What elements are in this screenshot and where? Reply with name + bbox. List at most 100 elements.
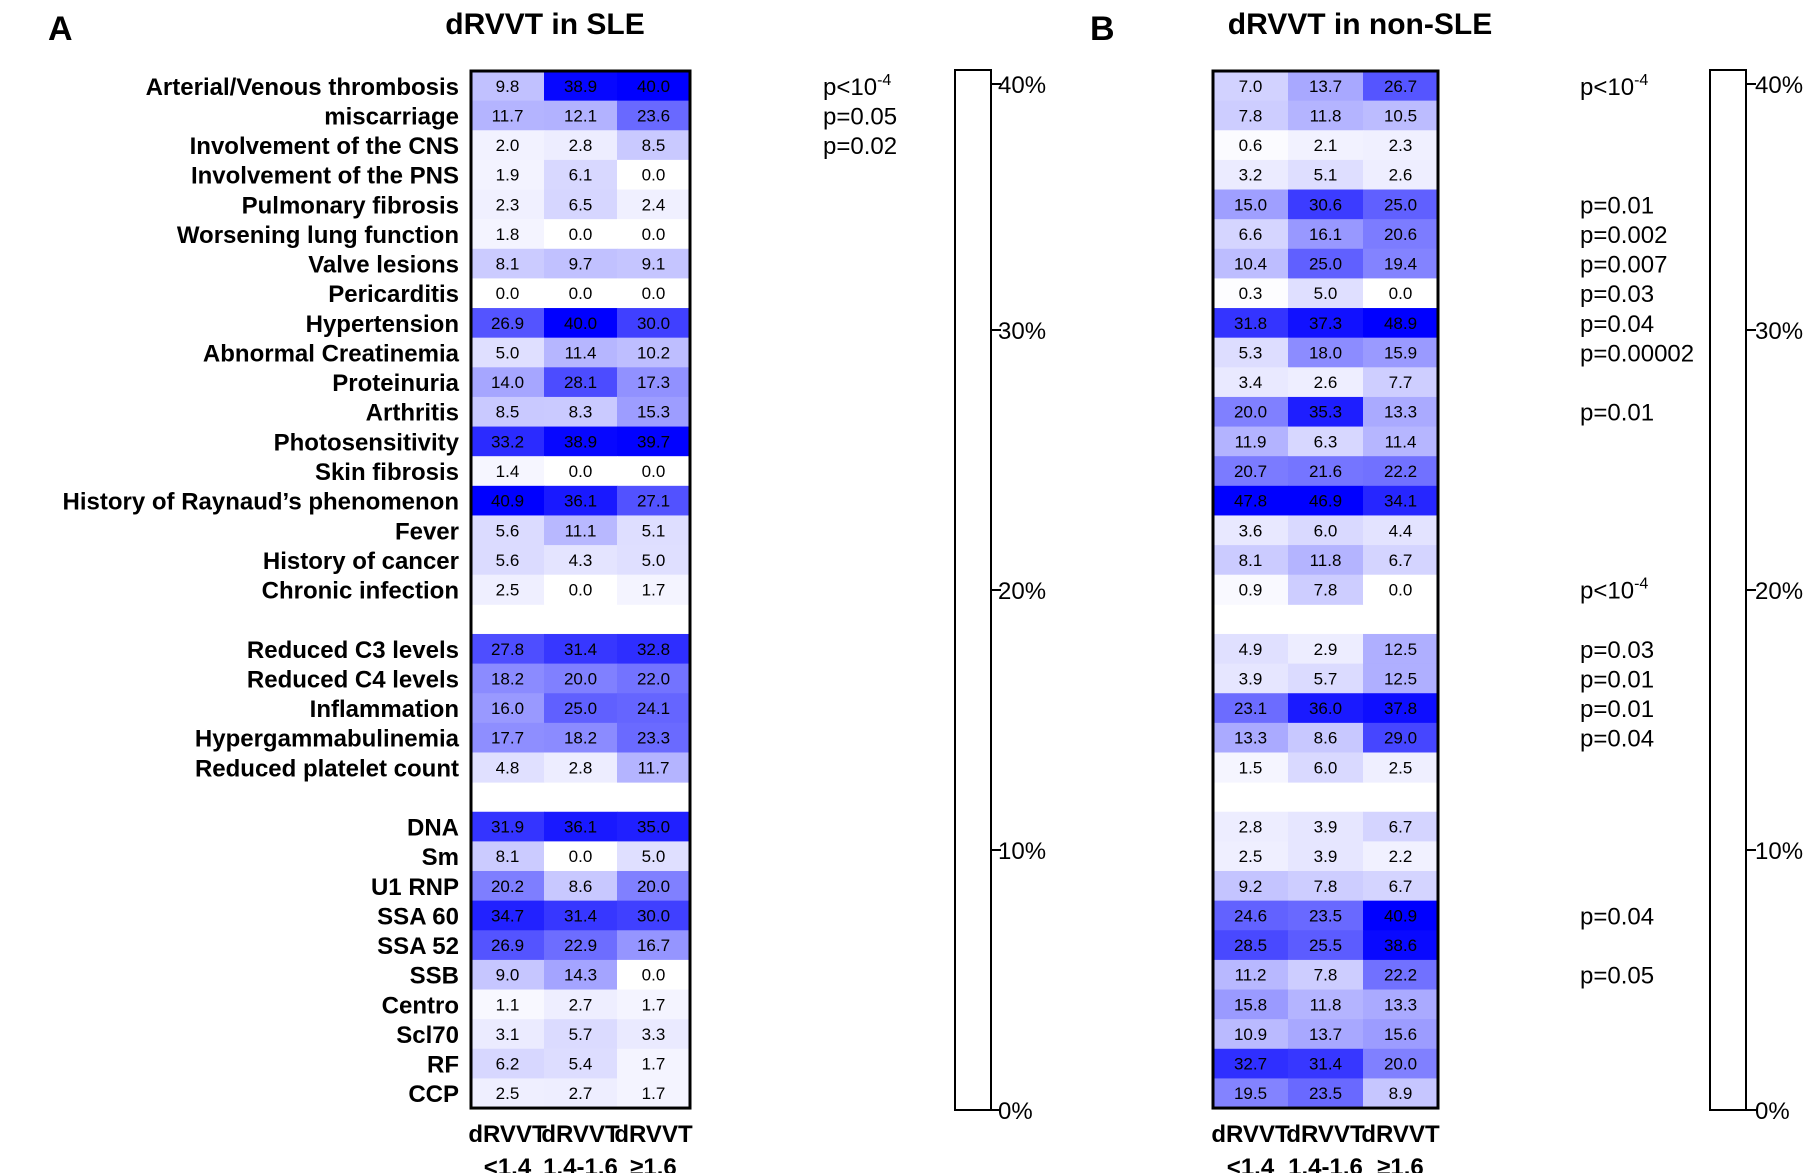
heatmap-cell [1363,722,1439,753]
heatmap-cell [1363,100,1439,131]
p-value: p<10-4 [823,72,891,101]
heatmap-cell [1363,752,1439,783]
cell-value: 2.6 [1389,166,1413,185]
p-value: p=0.03 [1580,281,1654,308]
row-label: Reduced platelet count [195,755,459,782]
heatmap-cell [617,159,691,191]
cell-value: 34.7 [491,906,524,925]
cell-value: 2.5 [1239,847,1263,866]
heatmap-cell [617,71,691,102]
colorbar-label: 40% [998,72,1046,99]
heatmap-cell [544,159,618,191]
cell-value: 30.0 [637,314,670,333]
p-value-text: p=0.01 [1580,192,1654,219]
cell-value: 11.1 [565,521,597,540]
cell-value: 0.0 [496,284,520,303]
heatmap-cell [544,219,618,250]
heatmap-cell [544,959,618,991]
p-value: p=0.02 [823,133,897,160]
heatmap-cell [1288,396,1364,428]
row-label: Chronic infection [262,578,459,605]
cell-value: 26.7 [1384,77,1417,96]
p-value: p=0.05 [1580,963,1654,990]
heatmap-cell [1363,515,1439,546]
cell-value: 7.0 [1239,77,1263,96]
heatmap-cell [1288,841,1364,872]
heatmap-cell [617,515,691,546]
cell-value: 0.0 [569,225,593,244]
heatmap-cell [1213,693,1289,724]
p-value-text: p=0.04 [1580,903,1654,930]
heatmap-cell [1288,189,1364,220]
cell-value: 1.7 [642,1084,666,1103]
p-value: p=0.007 [1580,252,1667,279]
p-value: p=0.04 [1580,903,1654,930]
heatmap-cell [1363,545,1439,576]
heatmap-cell [617,871,691,902]
heatmap-cell [544,456,618,487]
cell-value: 29.0 [1384,729,1417,748]
heatmap-cell [1288,485,1364,516]
cell-value: 31.9 [491,818,524,837]
heatmap-cell [1288,693,1364,724]
cell-value: 15.6 [1384,1025,1417,1044]
heatmap-cell [1363,456,1439,487]
cell-value: 5.6 [496,521,520,540]
heatmap-cell [544,1019,618,1050]
row-label: Abnormal Creatinemia [203,340,460,367]
cell-value: 6.7 [1389,877,1413,896]
cell-value: 48.9 [1384,314,1417,333]
cell-value: 8.5 [642,136,666,155]
heatmap-cell [471,989,545,1020]
p-value-text: p=0.05 [823,103,897,130]
row-label: Valve lesions [308,252,459,279]
p-value: p=0.01 [1580,696,1654,723]
heatmap-cell [1213,752,1289,783]
cell-value: 1.7 [642,581,666,600]
cell-value: 13.3 [1234,729,1267,748]
cell-value: 32.8 [637,640,670,659]
cell-value: 5.7 [1314,669,1338,688]
cell-value: 1.7 [642,995,666,1014]
cell-value: 5.0 [1314,284,1338,303]
cell-value: 0.0 [642,284,666,303]
cell-value: 0.0 [642,225,666,244]
heatmap-cell [1363,159,1439,191]
heatmap-cell [544,130,618,161]
heatmap-cell [1288,633,1364,665]
heatmap-cell [617,130,691,161]
cell-value: 25.5 [1309,936,1342,955]
heatmap-cell [1288,900,1364,931]
p-value: p=0.00002 [1580,340,1694,367]
cell-value: 16.0 [491,699,524,718]
heatmap-cell [1213,219,1289,250]
row-label: Arterial/Venous thrombosis [146,74,459,101]
heatmap-cell [544,722,618,753]
cell-value: 10.2 [637,343,670,362]
row-label: Skin fibrosis [315,459,459,486]
heatmap-cell [471,663,545,694]
heatmap-cell [1288,278,1364,309]
cell-value: 11.4 [565,343,597,362]
cell-value: 23.6 [637,106,670,125]
cell-value: 28.5 [1234,936,1267,955]
cell-value: 1.8 [496,225,520,244]
cell-value: 9.8 [496,77,520,96]
cell-value: 31.4 [564,640,597,659]
heatmap-cell [544,308,618,339]
heatmap-cell [544,278,618,309]
p-value: p=0.002 [1580,222,1667,249]
heatmap-cell [471,722,545,753]
p-value-text: p=0.007 [1580,252,1667,279]
row-label: History of Raynaud’s phenomenon [63,489,459,516]
heatmap-border [1211,69,1440,1110]
column-label: <1.4 [1227,1154,1275,1173]
cell-value: 2.8 [569,136,593,155]
heatmap-cell [471,959,545,991]
heatmap-cell [471,752,545,783]
cell-value: 40.9 [1384,906,1417,925]
cell-value: 3.4 [1239,373,1263,392]
heatmap-cell [1213,248,1289,279]
heatmap-cell [471,367,545,398]
p-value-text: p<10 [823,74,877,101]
